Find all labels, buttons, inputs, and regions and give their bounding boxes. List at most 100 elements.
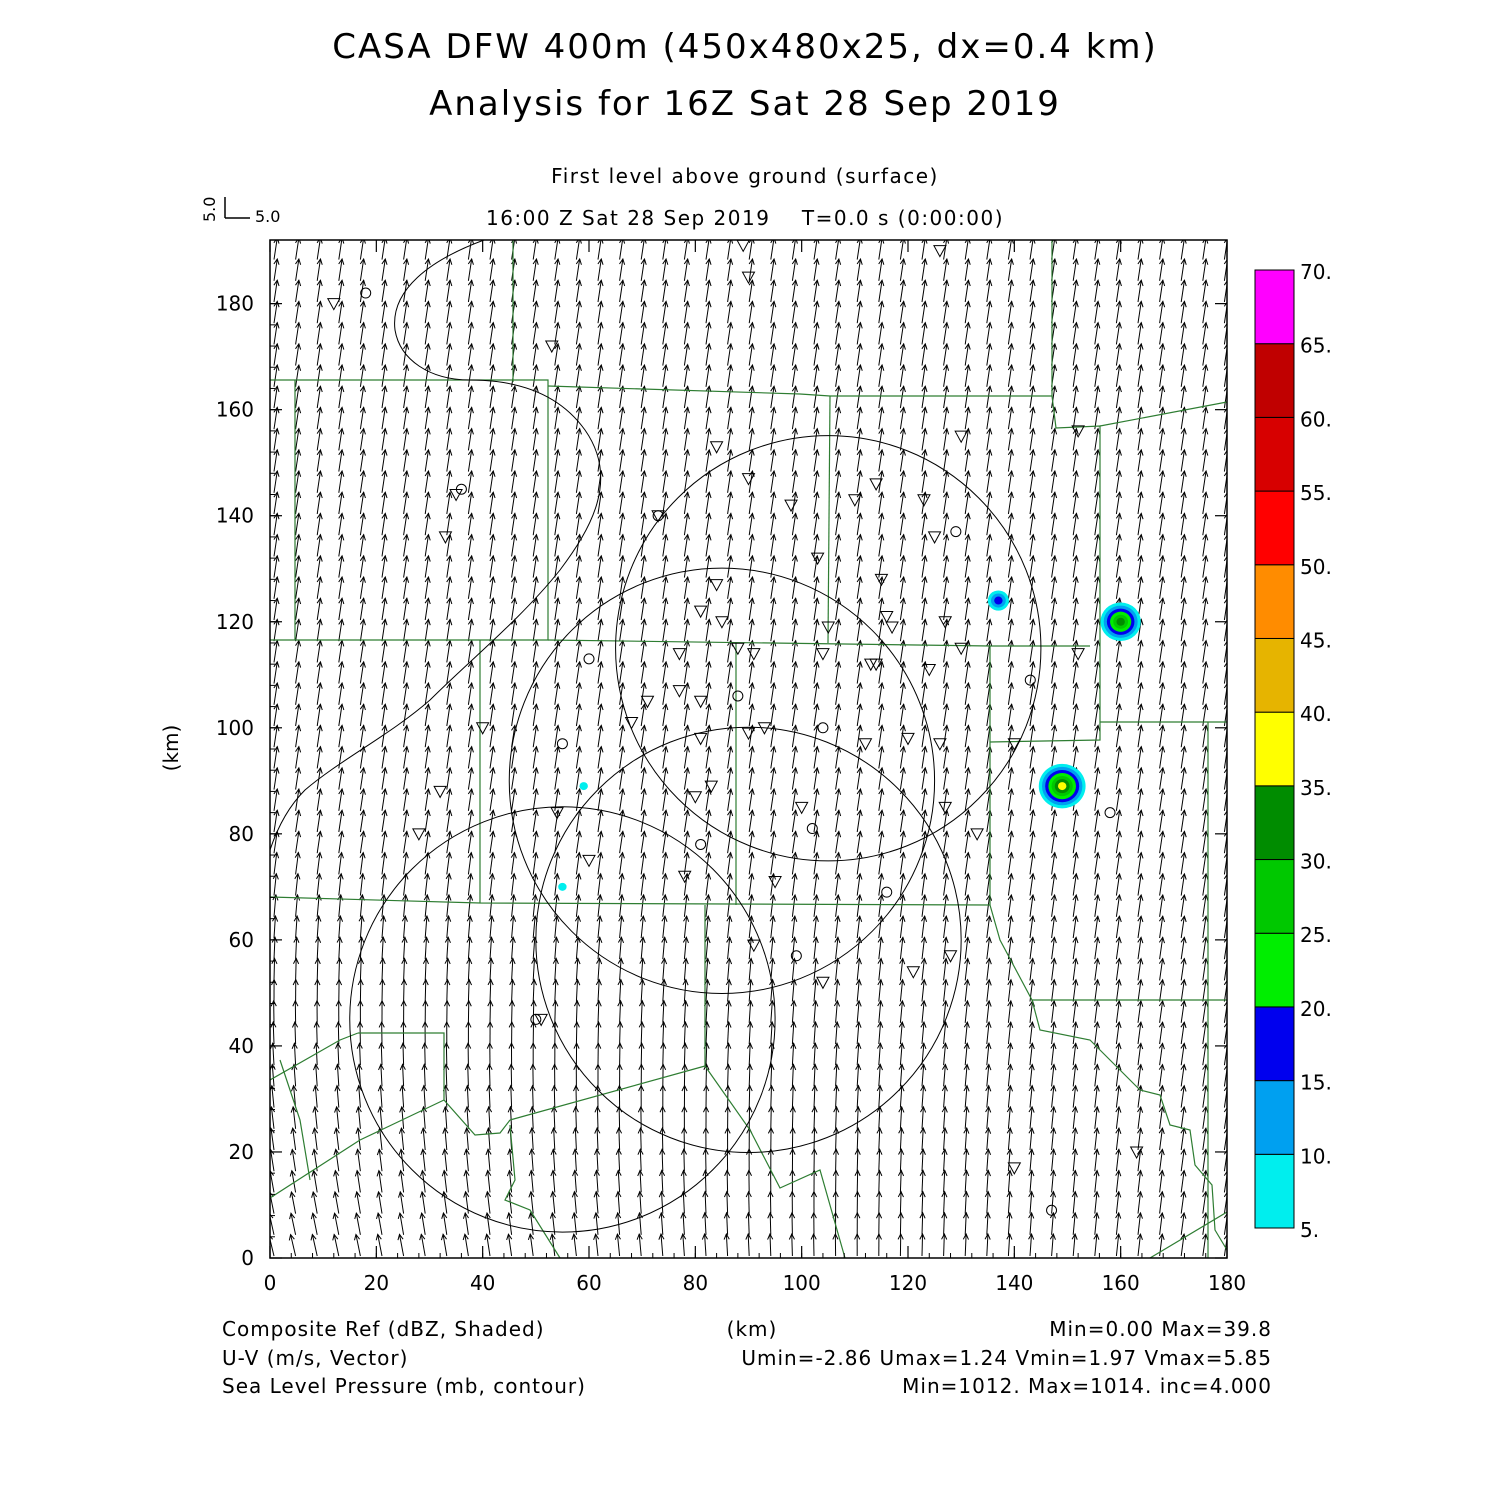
wind-vector-head xyxy=(489,406,496,414)
wind-vector xyxy=(1137,1043,1142,1066)
wind-vector-head xyxy=(791,893,798,901)
wind-vector xyxy=(705,1043,708,1066)
wind-vector xyxy=(640,1000,643,1023)
wind-vector xyxy=(791,937,796,960)
wind-vector xyxy=(986,1106,990,1129)
wind-vector-head xyxy=(1051,703,1058,711)
wind-vector xyxy=(1137,1191,1142,1214)
wind-vector xyxy=(662,470,667,493)
wind-vector-head xyxy=(662,427,669,435)
wind-vector xyxy=(986,619,991,642)
wind-vector-head xyxy=(1180,745,1187,753)
wind-vector xyxy=(403,322,408,345)
wind-vector xyxy=(835,979,839,1002)
wind-vector-head xyxy=(943,512,950,520)
wind-vector-head xyxy=(748,639,755,647)
wind-vector-head xyxy=(1115,427,1122,435)
wind-vector-head xyxy=(1094,703,1101,711)
wind-vector-head xyxy=(770,766,777,774)
wind-vector-head xyxy=(1094,660,1101,668)
wind-vector xyxy=(359,1043,361,1066)
wind-vector-head xyxy=(338,363,345,371)
wind-vector xyxy=(1202,788,1207,811)
wind-vector xyxy=(381,873,385,896)
wind-vector-head xyxy=(295,512,302,520)
wind-vector xyxy=(727,492,732,515)
wind-vector xyxy=(1072,470,1077,493)
wind-vector-head xyxy=(727,512,734,520)
wind-vector xyxy=(1094,1170,1098,1193)
wind-vector xyxy=(381,746,386,769)
wind-vector xyxy=(662,513,667,536)
wind-vector xyxy=(295,682,300,705)
reflectivity-cell xyxy=(1057,782,1067,791)
wind-vector xyxy=(705,598,710,621)
wind-vector-head xyxy=(1094,766,1101,774)
wind-vector-head xyxy=(1071,1232,1078,1240)
wind-vector xyxy=(532,661,537,684)
wind-vector-head xyxy=(835,787,842,795)
wind-vector xyxy=(338,555,343,578)
wind-vector-head xyxy=(942,851,950,859)
wind-vector-head xyxy=(662,681,669,689)
wind-vector xyxy=(316,555,321,578)
wind-vector xyxy=(683,598,689,621)
wind-vector xyxy=(575,428,581,451)
wind-vector-head xyxy=(313,1063,320,1071)
wind-vector xyxy=(316,682,321,705)
wind-vector xyxy=(403,555,408,578)
wind-vector-head xyxy=(835,385,842,393)
wind-vector xyxy=(1051,619,1056,642)
wind-vector xyxy=(1094,576,1099,599)
wind-vector-head xyxy=(813,448,820,456)
wind-vector xyxy=(444,1149,448,1172)
wind-vector xyxy=(1180,1022,1185,1045)
wind-vector xyxy=(791,470,797,493)
wind-vector-head xyxy=(813,406,820,414)
wind-vector-head xyxy=(943,681,950,689)
wind-vector xyxy=(727,301,732,324)
wind-vector-head xyxy=(683,745,690,753)
wind-vector-head xyxy=(833,1063,840,1071)
wind-vector xyxy=(1137,1064,1142,1087)
wind-vector-head xyxy=(1094,830,1101,838)
wind-vector xyxy=(1115,1000,1120,1023)
wind-vector xyxy=(1007,470,1013,493)
wind-vector xyxy=(619,640,624,663)
wind-vector xyxy=(403,364,408,387)
wind-vector-head xyxy=(1094,681,1101,689)
wind-vector-head xyxy=(1202,321,1209,329)
wind-vector-head xyxy=(811,1105,818,1113)
wind-vector-head xyxy=(359,660,366,668)
wind-vector-head xyxy=(1136,1148,1144,1156)
wind-vector-head xyxy=(1050,1169,1057,1177)
wind-vector-head xyxy=(1028,1042,1035,1050)
wind-vector-head xyxy=(1202,893,1209,901)
wind-vector-head xyxy=(467,872,474,880)
wind-vector-head xyxy=(1007,830,1014,838)
wind-vector-head xyxy=(770,491,777,499)
wind-vector xyxy=(273,492,278,515)
wind-vector-head xyxy=(813,809,820,817)
wind-vector xyxy=(314,1106,318,1129)
wind-vector-head xyxy=(683,240,690,244)
wind-vector xyxy=(986,576,991,599)
wind-vector xyxy=(619,407,624,430)
wind-vector-head xyxy=(984,1232,991,1240)
wind-vector-head xyxy=(575,745,582,753)
wind-vector xyxy=(1115,240,1120,260)
wind-vector xyxy=(1223,620,1227,642)
wind-vector-head xyxy=(338,660,345,668)
wind-vector-head xyxy=(791,914,798,922)
wind-vector-head xyxy=(727,300,734,308)
wind-vector xyxy=(748,937,752,960)
wind-vector-head xyxy=(1180,1021,1187,1029)
wind-vector-head xyxy=(1137,385,1144,393)
wind-vector-head xyxy=(1180,1042,1187,1050)
wind-vector-head xyxy=(856,342,863,350)
wind-vector xyxy=(424,534,429,557)
wind-vector xyxy=(683,894,688,917)
wind-vector-head xyxy=(597,342,604,350)
wind-vector xyxy=(1072,1043,1077,1066)
wind-vector-head xyxy=(854,1105,862,1113)
